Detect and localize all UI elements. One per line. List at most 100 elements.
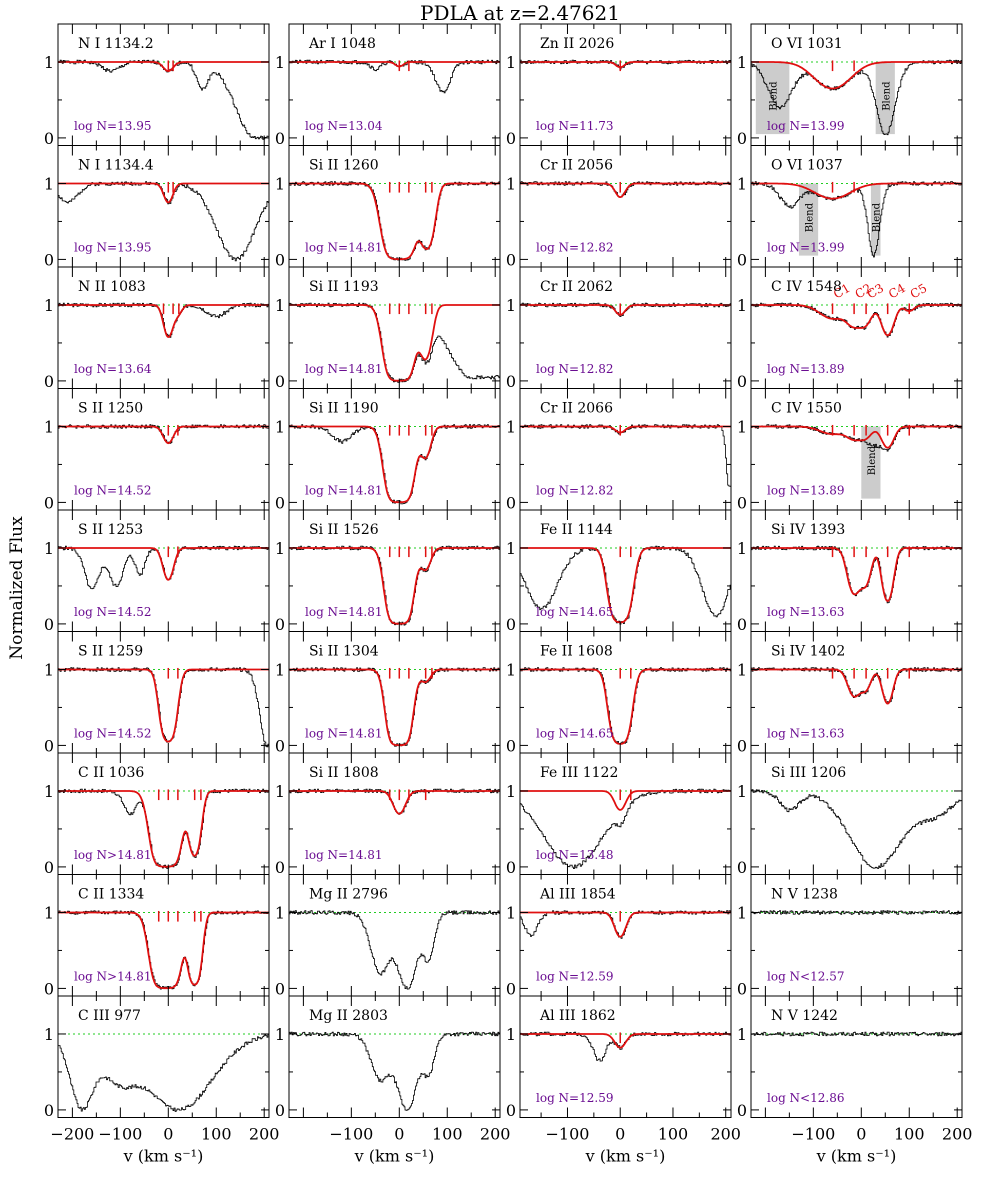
y-tick-label: 0 (44, 129, 54, 148)
spectrum-panel: 0 1 S II 1259 log N=14.52 (44, 631, 270, 755)
x-tick-label: 100 (432, 1125, 463, 1144)
y-tick-label: 0 (44, 736, 54, 755)
y-tick-label: 1 (275, 660, 285, 679)
y-tick-label: 0 (737, 250, 747, 269)
ion-label: N II 1083 (78, 279, 146, 295)
x-tick-label: 100 (201, 1125, 232, 1144)
spectrum-panel: 0 1 S II 1250 log N=14.52 (44, 388, 270, 512)
y-tick-label: 1 (275, 782, 285, 801)
y-tick-label: 0 (275, 615, 285, 634)
spectrum-panel: 0 1 Si II 1304 log N=14.81 (275, 631, 501, 755)
spectrum-panel: Blend Blend 0 1 O VI 1037 log N=13.99 (737, 145, 963, 269)
y-tick-label: 0 (275, 493, 285, 512)
x-tick-label: −100 (329, 1125, 373, 1144)
column-density-label: log N=13.95 (74, 119, 151, 133)
component-label: C5 (908, 281, 930, 302)
y-tick-label: 0 (737, 493, 747, 512)
column-density-label: log N=14.52 (74, 605, 151, 619)
column-density-label: log N=13.63 (767, 727, 844, 741)
panel-frame (750, 995, 963, 1118)
y-tick-label: 0 (275, 858, 285, 877)
column-density-label: log N=14.81 (305, 605, 382, 619)
y-tick-label: 0 (44, 493, 54, 512)
x-tick-label: −100 (791, 1125, 835, 1144)
x-tick-label: 0 (394, 1125, 404, 1144)
ion-label: C IV 1548 (771, 279, 842, 295)
column-density-label: log N=13.63 (767, 605, 844, 619)
ion-label: Al III 1854 (539, 887, 616, 903)
blend-label: Blend (881, 81, 892, 111)
y-tick-label: 0 (737, 615, 747, 634)
y-tick-label: 1 (44, 174, 54, 193)
y-tick-label: 0 (737, 858, 747, 877)
x-tick-label: 200 (249, 1125, 280, 1144)
y-tick-label: 0 (506, 250, 516, 269)
ion-label: Fe III 1122 (540, 765, 618, 781)
y-tick-label: 0 (737, 129, 747, 148)
ion-label: O VI 1037 (771, 158, 843, 174)
voigt-model (58, 425, 269, 445)
flux-data (58, 1033, 270, 1112)
y-tick-label: 1 (737, 782, 747, 801)
y-tick-label: 1 (44, 539, 54, 558)
blend-label: Blend (867, 445, 878, 475)
ion-label: C II 1036 (78, 765, 144, 781)
spectrum-panel: 0 1 Si IV 1402 log N=13.63 (737, 631, 963, 755)
y-tick-label: 1 (737, 417, 747, 436)
ion-label: N I 1134.2 (78, 36, 154, 52)
flux-data (289, 1031, 501, 1111)
y-tick-label: 0 (506, 979, 516, 998)
x-tick-label: −100 (98, 1125, 142, 1144)
component-label: C4 (886, 281, 908, 302)
y-tick-label: 0 (275, 250, 285, 269)
column-density-label: log N=14.81 (305, 362, 382, 376)
ion-label: Si II 1304 (309, 644, 379, 660)
voigt-model (520, 1033, 731, 1049)
ion-label: S II 1253 (78, 522, 143, 538)
blend-region (875, 61, 895, 135)
y-tick-label: 1 (44, 1025, 54, 1044)
spectrum-panel: 0 1 Mg II 2803 (275, 995, 501, 1120)
y-tick-label: 1 (44, 53, 54, 72)
column-density-label: log N=14.65 (536, 727, 613, 741)
y-tick-label: 0 (506, 615, 516, 634)
voigt-model (520, 304, 731, 316)
column-density-label: log N=13.99 (767, 119, 844, 133)
spectrum-panel: 0 1 Mg II 2796 (275, 874, 501, 998)
y-tick-label: 1 (506, 782, 516, 801)
y-tick-label: 1 (737, 1025, 747, 1044)
column-density-label: log N=12.59 (536, 1091, 613, 1105)
y-tick-label: 0 (44, 858, 54, 877)
column-density-label: log N<12.86 (767, 1091, 844, 1105)
y-tick-label: 1 (275, 1025, 285, 1044)
ion-label: N V 1238 (771, 887, 838, 903)
blend-region (870, 183, 881, 256)
flux-data (289, 910, 501, 990)
spectrum-panel: 0 1 Zn II 2026 log N=11.73 (506, 23, 732, 148)
panel-grid: 0 1 N I 1134.2 log N=13.95 0 1 N I 1134.4 log N… (44, 23, 972, 1166)
y-tick-label: 0 (506, 372, 516, 391)
y-tick-label: 0 (275, 1101, 285, 1120)
ion-label: Si II 1260 (309, 158, 379, 174)
ion-label: Si IV 1402 (771, 644, 845, 660)
y-tick-label: 1 (275, 296, 285, 315)
column-density-label: log N=13.04 (305, 119, 383, 133)
spectrum-panel: 0 1 S II 1253 log N=14.52 (44, 509, 270, 634)
spectrum-panel: 0 1 N II 1083 log N=13.64 (44, 266, 270, 391)
x-tick-label: −200 (50, 1125, 94, 1144)
voigt-model (520, 911, 731, 938)
spectrum-panel: 0 1 N V 1242 log N<12.86 (737, 995, 963, 1120)
column-density-label: log N=12.59 (536, 970, 613, 984)
spectrum-panel: 0 1 Si IV 1393 log N=13.63 (737, 509, 963, 634)
flux-data (58, 424, 270, 444)
y-tick-label: 0 (737, 372, 747, 391)
voigt-model (751, 61, 962, 90)
y-tick-label: 0 (275, 736, 285, 755)
ion-label: Fe II 1144 (540, 522, 613, 538)
ion-label: C III 977 (78, 1008, 141, 1024)
ion-label: Cr II 2056 (540, 158, 613, 174)
spectrum-panel: 0 1 Cr II 2062 log N=12.82 (506, 266, 732, 391)
blend-label: Blend (805, 202, 816, 232)
voigt-model (58, 61, 269, 73)
